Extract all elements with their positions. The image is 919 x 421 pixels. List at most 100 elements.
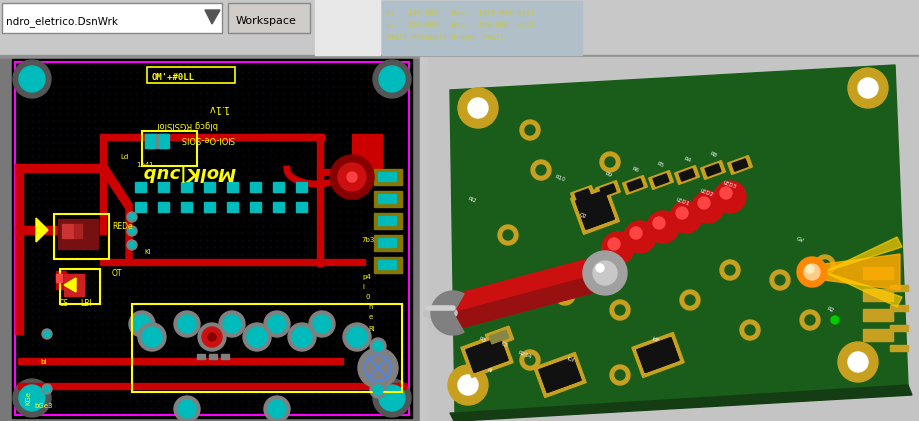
Circle shape (805, 265, 813, 273)
Circle shape (379, 385, 404, 411)
Polygon shape (64, 278, 76, 292)
Bar (466, 338, 507, 373)
Bar (352, 134, 381, 176)
Bar (147, 67, 234, 83)
Bar (221, 354, 229, 359)
Circle shape (803, 264, 819, 280)
Bar (135, 202, 146, 212)
Bar (378, 194, 395, 203)
Circle shape (800, 310, 819, 330)
Circle shape (129, 214, 135, 220)
Circle shape (519, 120, 539, 140)
Circle shape (138, 323, 165, 351)
Circle shape (685, 295, 694, 305)
Bar (674, 165, 698, 184)
Circle shape (309, 311, 335, 337)
Circle shape (202, 327, 221, 347)
Bar (636, 338, 678, 373)
Bar (12, 59, 412, 418)
Circle shape (208, 333, 216, 341)
Bar (18, 358, 343, 364)
Bar (378, 238, 395, 247)
Circle shape (243, 323, 271, 351)
Circle shape (19, 385, 45, 411)
Text: bGe3: bGe3 (34, 403, 52, 409)
Bar (374, 169, 402, 185)
Circle shape (652, 217, 664, 229)
Bar (58, 219, 98, 249)
Text: Rl: Rl (368, 326, 374, 332)
Bar (204, 202, 215, 212)
Circle shape (42, 329, 52, 339)
Bar (18, 383, 405, 389)
Circle shape (609, 365, 630, 385)
Bar (374, 213, 402, 229)
Text: CS: CS (59, 299, 69, 308)
Text: R3: R3 (477, 336, 486, 344)
Text: 0: 0 (366, 294, 370, 300)
Circle shape (774, 275, 784, 285)
Text: R6: R6 (630, 166, 639, 173)
Circle shape (129, 242, 135, 248)
Circle shape (744, 325, 754, 335)
Circle shape (837, 342, 877, 382)
Bar (181, 202, 192, 212)
Bar (15, 62, 409, 415)
Circle shape (796, 257, 826, 287)
Polygon shape (100, 164, 131, 259)
Bar (158, 202, 169, 212)
Bar (100, 259, 365, 265)
Bar (539, 357, 581, 392)
Circle shape (330, 155, 374, 199)
Bar (381, 1, 582, 55)
Circle shape (847, 68, 887, 108)
Circle shape (675, 207, 687, 219)
Bar (131, 304, 402, 392)
Circle shape (601, 232, 633, 264)
Bar (460, 333, 513, 378)
Bar (54, 214, 108, 259)
Circle shape (379, 66, 404, 92)
Text: ndro_eletrico.DsnWrk: ndro_eletrico.DsnWrk (6, 16, 118, 27)
Bar (378, 260, 395, 269)
Bar (314, 0, 380, 55)
FancyBboxPatch shape (228, 3, 310, 33)
Bar (56, 271, 66, 289)
Bar (100, 134, 322, 140)
Circle shape (198, 323, 226, 351)
Text: p4: p4 (361, 274, 370, 280)
Circle shape (129, 311, 154, 337)
Text: R2S4: R2S4 (516, 350, 532, 360)
Circle shape (219, 311, 244, 337)
Bar (145, 134, 167, 148)
Circle shape (174, 396, 199, 421)
Text: OT: OT (112, 269, 122, 278)
Bar (631, 333, 684, 378)
Bar (570, 186, 618, 234)
Circle shape (127, 226, 137, 236)
Bar (135, 182, 146, 192)
Circle shape (623, 221, 655, 253)
Bar (732, 159, 747, 171)
Text: Kl: Kl (144, 249, 151, 255)
Bar (378, 172, 395, 181)
Bar (862, 289, 892, 301)
Bar (0, 55, 919, 57)
Bar (574, 189, 590, 201)
Bar (273, 202, 284, 212)
Circle shape (739, 320, 759, 340)
Bar (374, 257, 402, 273)
Bar (862, 309, 892, 321)
Bar (678, 169, 694, 181)
Text: bl: bl (40, 359, 46, 365)
Circle shape (503, 230, 513, 240)
Bar (622, 176, 647, 195)
Bar (700, 160, 724, 179)
Circle shape (713, 181, 745, 213)
Bar (64, 274, 84, 296)
Bar (264, 134, 323, 140)
Circle shape (596, 264, 604, 272)
Circle shape (519, 350, 539, 370)
Bar (704, 164, 720, 176)
Circle shape (42, 384, 52, 394)
